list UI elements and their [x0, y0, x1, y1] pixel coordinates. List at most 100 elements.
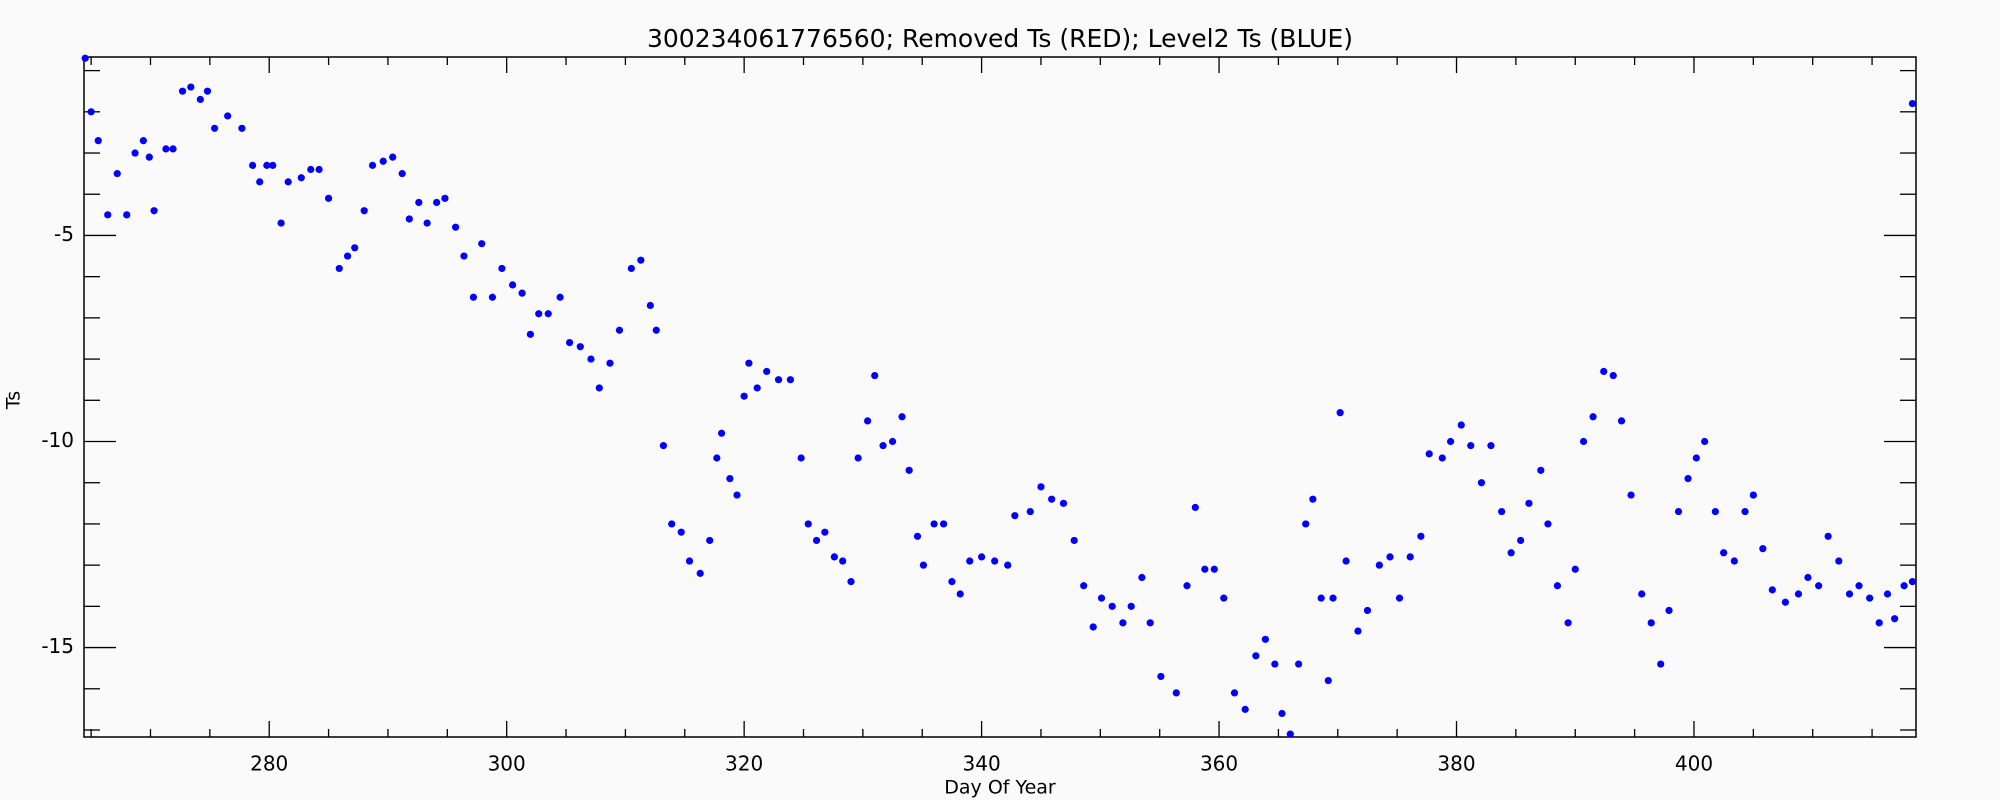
data-point — [1768, 586, 1776, 594]
data-point — [1191, 503, 1199, 512]
data-point — [1781, 598, 1789, 606]
data-point — [1302, 520, 1310, 528]
x-tick-label: 320 — [725, 752, 763, 776]
data-point — [1507, 549, 1515, 557]
data-point — [566, 339, 574, 347]
data-point — [706, 536, 714, 545]
data-point — [1657, 660, 1665, 668]
data-point — [518, 289, 526, 297]
data-point — [1701, 437, 1709, 446]
data-point — [1425, 450, 1433, 458]
data-point — [733, 491, 741, 499]
data-point — [315, 165, 323, 174]
data-point — [627, 264, 635, 273]
data-point — [576, 343, 584, 351]
data-point — [398, 170, 406, 178]
data-point — [405, 215, 413, 223]
data-point — [1329, 594, 1337, 602]
data-point — [1059, 499, 1068, 507]
data-point — [297, 174, 305, 182]
data-point — [1183, 582, 1191, 590]
data-point — [1295, 660, 1303, 668]
data-point — [478, 240, 486, 248]
data-point — [460, 252, 468, 260]
x-tick-label: 380 — [1437, 752, 1475, 776]
data-point — [509, 281, 517, 289]
data-point — [113, 170, 121, 178]
data-point — [1048, 495, 1056, 503]
data-point — [1665, 606, 1673, 615]
data-point — [1172, 689, 1180, 697]
data-point — [677, 528, 685, 536]
data-point — [335, 264, 343, 273]
data-point — [433, 198, 441, 207]
data-point — [940, 520, 948, 528]
data-point — [652, 326, 660, 334]
data-point — [131, 149, 139, 157]
data-point — [595, 384, 603, 392]
data-point — [1759, 545, 1767, 553]
data-point — [1070, 536, 1078, 545]
data-point — [1406, 553, 1414, 561]
data-point — [1261, 635, 1269, 643]
data-point — [1097, 594, 1106, 602]
data-point — [668, 520, 676, 528]
data-point — [1525, 499, 1533, 507]
data-point — [1720, 549, 1728, 557]
data-point — [879, 442, 887, 450]
data-point — [797, 454, 805, 462]
data-point — [1252, 652, 1260, 660]
data-point — [211, 124, 219, 132]
data-point — [1201, 565, 1209, 573]
data-point — [717, 429, 726, 437]
data-point — [556, 293, 564, 301]
data-point — [203, 87, 212, 95]
data-point — [263, 161, 271, 169]
data-point — [1342, 557, 1350, 565]
data-point — [847, 578, 855, 586]
data-point — [1564, 619, 1572, 627]
data-point — [919, 561, 928, 569]
data-point — [1011, 512, 1019, 520]
plot-frame — [83, 56, 1917, 738]
data-point — [1138, 573, 1146, 582]
data-point — [685, 557, 694, 565]
data-point — [139, 137, 147, 145]
data-point — [324, 194, 333, 202]
data-point — [1146, 619, 1154, 627]
y-tick-label: -10 — [41, 428, 74, 452]
data-point — [1517, 536, 1525, 545]
data-point — [1477, 479, 1486, 487]
data-point — [1553, 582, 1562, 590]
data-point — [1815, 582, 1823, 590]
data-point — [256, 178, 264, 186]
data-point — [1647, 619, 1655, 627]
data-point — [1794, 590, 1803, 598]
data-point — [1467, 442, 1475, 450]
data-point — [87, 108, 95, 116]
data-point — [488, 293, 497, 301]
data-point — [1684, 475, 1692, 483]
x-tick-label: 280 — [250, 752, 288, 776]
data-point — [839, 557, 847, 565]
data-point — [786, 376, 795, 384]
data-point — [187, 83, 195, 91]
data-point — [905, 466, 913, 474]
data-point — [284, 178, 292, 186]
chart-title: 300234061776560; Removed Ts (RED); Level… — [647, 24, 1353, 53]
data-point — [368, 161, 377, 169]
data-point — [379, 157, 387, 165]
data-point — [1617, 417, 1626, 425]
y-tick-label: -15 — [41, 634, 74, 658]
data-point — [637, 256, 645, 264]
data-point — [526, 330, 535, 338]
data-point — [753, 384, 761, 392]
data-point — [1589, 413, 1597, 421]
data-point — [1908, 578, 1917, 586]
data-point — [1875, 619, 1883, 627]
data-point — [1108, 602, 1116, 610]
data-point — [1271, 660, 1279, 668]
data-point — [1908, 99, 1917, 108]
data-point — [1835, 557, 1843, 565]
